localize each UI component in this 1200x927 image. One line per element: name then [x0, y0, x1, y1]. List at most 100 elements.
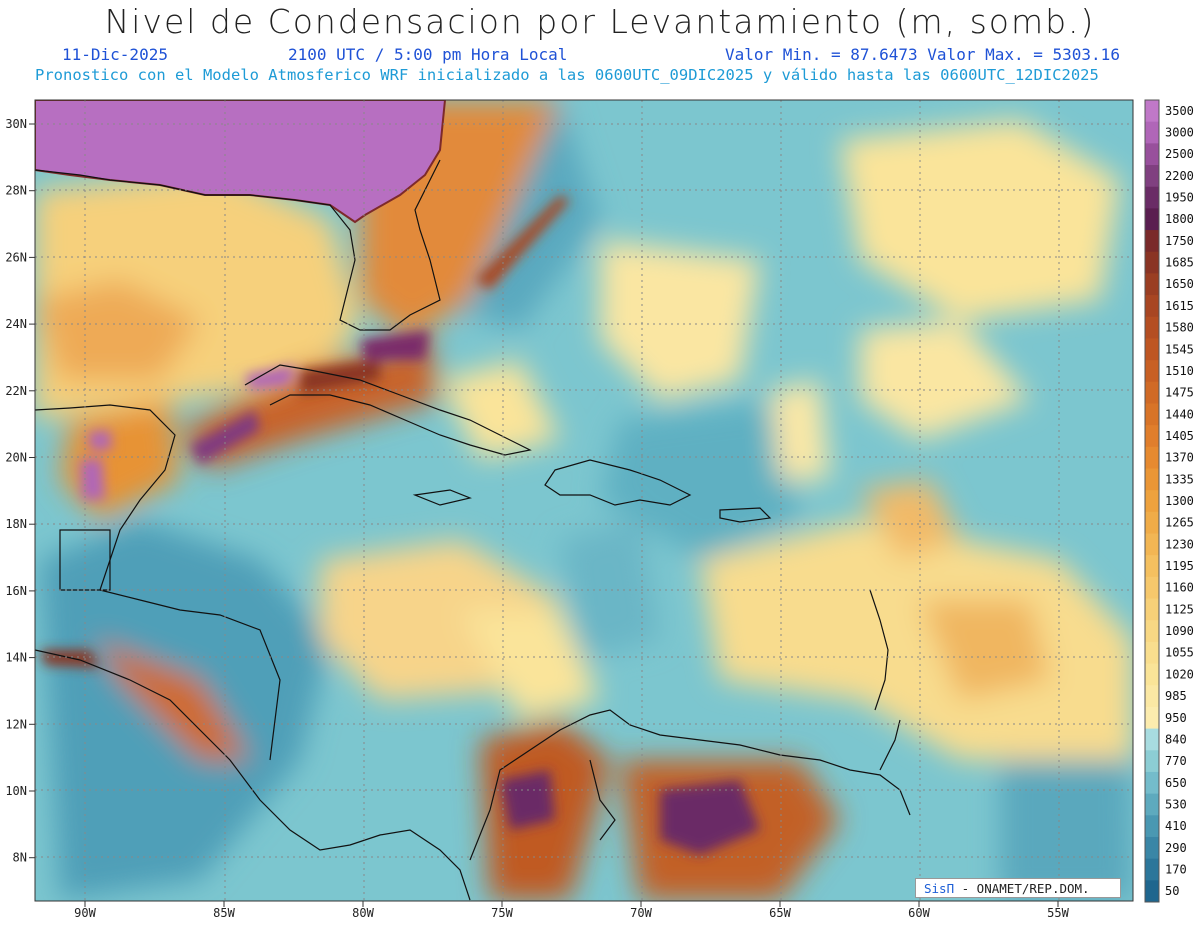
colorbar-swatch	[1145, 663, 1159, 686]
colorbar-label: 1090	[1165, 624, 1194, 638]
colorbar-label: 1750	[1165, 234, 1194, 248]
colorbar-swatch	[1145, 706, 1159, 730]
lat-tick-label: 12N	[5, 717, 27, 731]
colorbar-swatch	[1145, 576, 1159, 600]
lat-tick-label: 14N	[5, 651, 27, 665]
colorbar-swatch	[1145, 555, 1159, 578]
lat-tick-label: 28N	[5, 184, 27, 198]
colorbar-label: 1405	[1165, 429, 1194, 443]
colorbar-label: 985	[1165, 689, 1187, 703]
colorbar-swatch	[1145, 685, 1159, 708]
lat-tick-label: 26N	[5, 250, 27, 264]
colorbar-swatch	[1145, 511, 1159, 535]
colorbar-swatch	[1145, 620, 1159, 643]
colorbar-swatch	[1145, 273, 1159, 296]
lon-tick-label: 65W	[769, 906, 791, 920]
lat-tick-label: 22N	[5, 384, 27, 398]
lon-tick-label: 60W	[908, 906, 930, 920]
colorbar-label: 1650	[1165, 277, 1194, 291]
colorbar-label: 1335	[1165, 472, 1194, 486]
colorbar-label: 840	[1165, 732, 1187, 746]
model-info: Pronostico con el Modelo Atmosferico WRF…	[35, 66, 1099, 84]
colorbar-label: 1160	[1165, 581, 1194, 595]
colorbar-label: 1580	[1165, 321, 1194, 335]
colorbar-label: 1195	[1165, 559, 1194, 573]
colorbar-swatch	[1145, 381, 1159, 404]
colorbar-swatch	[1145, 143, 1159, 166]
colorbar-swatch	[1145, 533, 1159, 556]
lat-tick-label: 30N	[5, 117, 27, 131]
credit-box: SisΠ - ONAMET/REP.DOM.	[915, 878, 1121, 898]
colorbar-label: 1440	[1165, 407, 1194, 421]
colorbar-swatch	[1145, 316, 1159, 339]
colorbar-swatch	[1145, 880, 1159, 903]
colorbar-label: 1370	[1165, 451, 1194, 465]
colorbar-swatch	[1145, 165, 1159, 188]
colorbar-swatch	[1145, 728, 1159, 751]
colorbar-swatch	[1145, 295, 1159, 318]
colorbar-swatch	[1145, 403, 1159, 426]
coastlines	[35, 159, 911, 901]
lon-tick-label: 80W	[352, 906, 374, 920]
colorbar-label: 650	[1165, 776, 1187, 790]
colorbar-swatch	[1145, 100, 1159, 123]
colorbar-swatch	[1145, 858, 1159, 881]
lat-tick-label: 24N	[5, 317, 27, 331]
colorbar-label: 1265	[1165, 516, 1194, 530]
colorbar-label: 1125	[1165, 602, 1194, 616]
colorbar-label: 1685	[1165, 256, 1194, 270]
colorbar-label: 1950	[1165, 191, 1194, 205]
colorbar-label: 770	[1165, 754, 1187, 768]
colorbar-frame	[1144, 99, 1160, 903]
colorbar-swatch	[1145, 360, 1159, 383]
colorbar-legend: 3500 3000 2500 2200 1950 1800 1750 1685 1650 1615…	[1144, 99, 1194, 903]
lon-tick-label: 55W	[1047, 906, 1069, 920]
colorbar-swatch	[1145, 598, 1159, 621]
plot-frame	[34, 99, 1134, 902]
colorbar-label: 1020	[1165, 667, 1194, 681]
colorbar-swatch	[1145, 121, 1159, 144]
colorbar-label: 410	[1165, 819, 1187, 833]
colorbar-swatch	[1145, 230, 1159, 253]
lon-tick-label: 90W	[74, 906, 96, 920]
lon-tick-label: 75W	[491, 906, 513, 920]
longitude-axis: 90W 85W 80W 75W 70W 65W 60W 55W	[74, 901, 1070, 920]
colorbar-swatch	[1145, 771, 1159, 795]
grid	[35, 100, 1133, 901]
lat-tick-label: 10N	[5, 784, 27, 798]
lat-tick-label: 8N	[13, 851, 27, 865]
colorbar-swatch	[1145, 251, 1159, 274]
colorbar-label: 1475	[1165, 386, 1194, 400]
lon-tick-label: 85W	[213, 906, 235, 920]
colorbar-label: 170	[1165, 862, 1187, 876]
colorbar-label: 1300	[1165, 494, 1194, 508]
colorbar-label: 1230	[1165, 537, 1194, 551]
lat-tick-label: 18N	[5, 517, 27, 531]
colorbar-swatch	[1145, 446, 1159, 469]
lat-tick-label: 16N	[5, 584, 27, 598]
colorbar-label: 1615	[1165, 299, 1194, 313]
lcl-field	[35, 100, 1133, 901]
colorbar-label: 530	[1165, 797, 1187, 811]
colorbar-swatch	[1145, 208, 1159, 231]
colorbar-label: 2500	[1165, 147, 1194, 161]
colorbar-swatch	[1145, 836, 1159, 860]
forecast-date: 11-Dic-2025	[62, 45, 168, 64]
credit-org: - ONAMET/REP.DOM.	[954, 881, 1090, 896]
latitude-axis: 30N 28N 26N 24N 22N 20N 18N 16N 14N 12N 10N 8N	[5, 117, 35, 865]
colorbar-swatch	[1145, 490, 1159, 513]
lat-tick-label: 20N	[5, 451, 27, 465]
colorbar-swatch	[1145, 793, 1159, 816]
colorbar-label: 1800	[1165, 212, 1194, 226]
colorbar-label: 1510	[1165, 364, 1194, 378]
colorbar-swatch	[1145, 338, 1159, 361]
colorbar-swatch	[1145, 641, 1159, 665]
credit-brand: SisΠ	[924, 881, 955, 896]
colorbar-label: 3500	[1165, 104, 1194, 118]
map-title: Nivel de Condensacion por Levantamiento …	[104, 2, 1096, 41]
forecast-time: 2100 UTC / 5:00 pm Hora Local	[288, 45, 568, 64]
colorbar-swatch	[1145, 815, 1159, 838]
colorbar-label: 1055	[1165, 646, 1194, 660]
colorbar-label: 50	[1165, 884, 1179, 898]
